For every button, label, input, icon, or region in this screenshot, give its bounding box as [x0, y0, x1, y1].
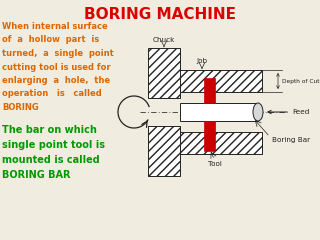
- Bar: [180, 132, 262, 154]
- Text: Tool: Tool: [208, 161, 221, 167]
- Text: When internal surface: When internal surface: [2, 22, 108, 31]
- Text: The bar on which: The bar on which: [2, 125, 97, 135]
- Bar: [204, 121, 215, 151]
- Text: enlarging  a  hole,  the: enlarging a hole, the: [2, 76, 110, 85]
- Text: cutting tool is used for: cutting tool is used for: [2, 62, 111, 72]
- Bar: [148, 126, 180, 176]
- Text: single point tool is: single point tool is: [2, 140, 105, 150]
- Text: turned,  a  single  point: turned, a single point: [2, 49, 114, 58]
- Bar: [180, 70, 262, 92]
- Text: Chuck: Chuck: [153, 37, 175, 43]
- Bar: [180, 103, 258, 121]
- Text: BORING: BORING: [2, 103, 39, 112]
- Text: operation   is   called: operation is called: [2, 90, 102, 98]
- Text: BORING MACHINE: BORING MACHINE: [84, 7, 236, 22]
- Text: mounted is called: mounted is called: [2, 155, 100, 165]
- Text: Depth of Cut: Depth of Cut: [282, 78, 319, 84]
- Text: Job: Job: [196, 58, 208, 64]
- Bar: [204, 78, 215, 103]
- Text: BORING BAR: BORING BAR: [2, 170, 70, 180]
- Text: Feed: Feed: [292, 109, 309, 115]
- Text: Boring Bar: Boring Bar: [272, 137, 310, 143]
- Bar: [148, 48, 180, 98]
- Text: of  a  hollow  part  is: of a hollow part is: [2, 36, 99, 44]
- Ellipse shape: [253, 103, 263, 121]
